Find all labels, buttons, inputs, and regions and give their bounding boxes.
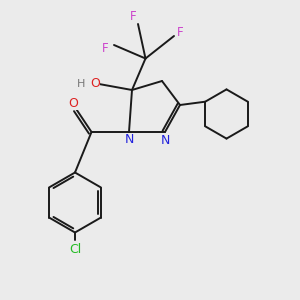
Text: Cl: Cl: [69, 243, 81, 256]
Text: N: N: [124, 133, 134, 146]
Text: F: F: [177, 26, 184, 40]
Text: O: O: [91, 77, 100, 90]
Text: N: N: [160, 134, 170, 148]
Text: F: F: [102, 41, 108, 55]
Text: O: O: [69, 97, 78, 110]
Text: F: F: [130, 10, 137, 23]
Text: H: H: [77, 79, 85, 89]
